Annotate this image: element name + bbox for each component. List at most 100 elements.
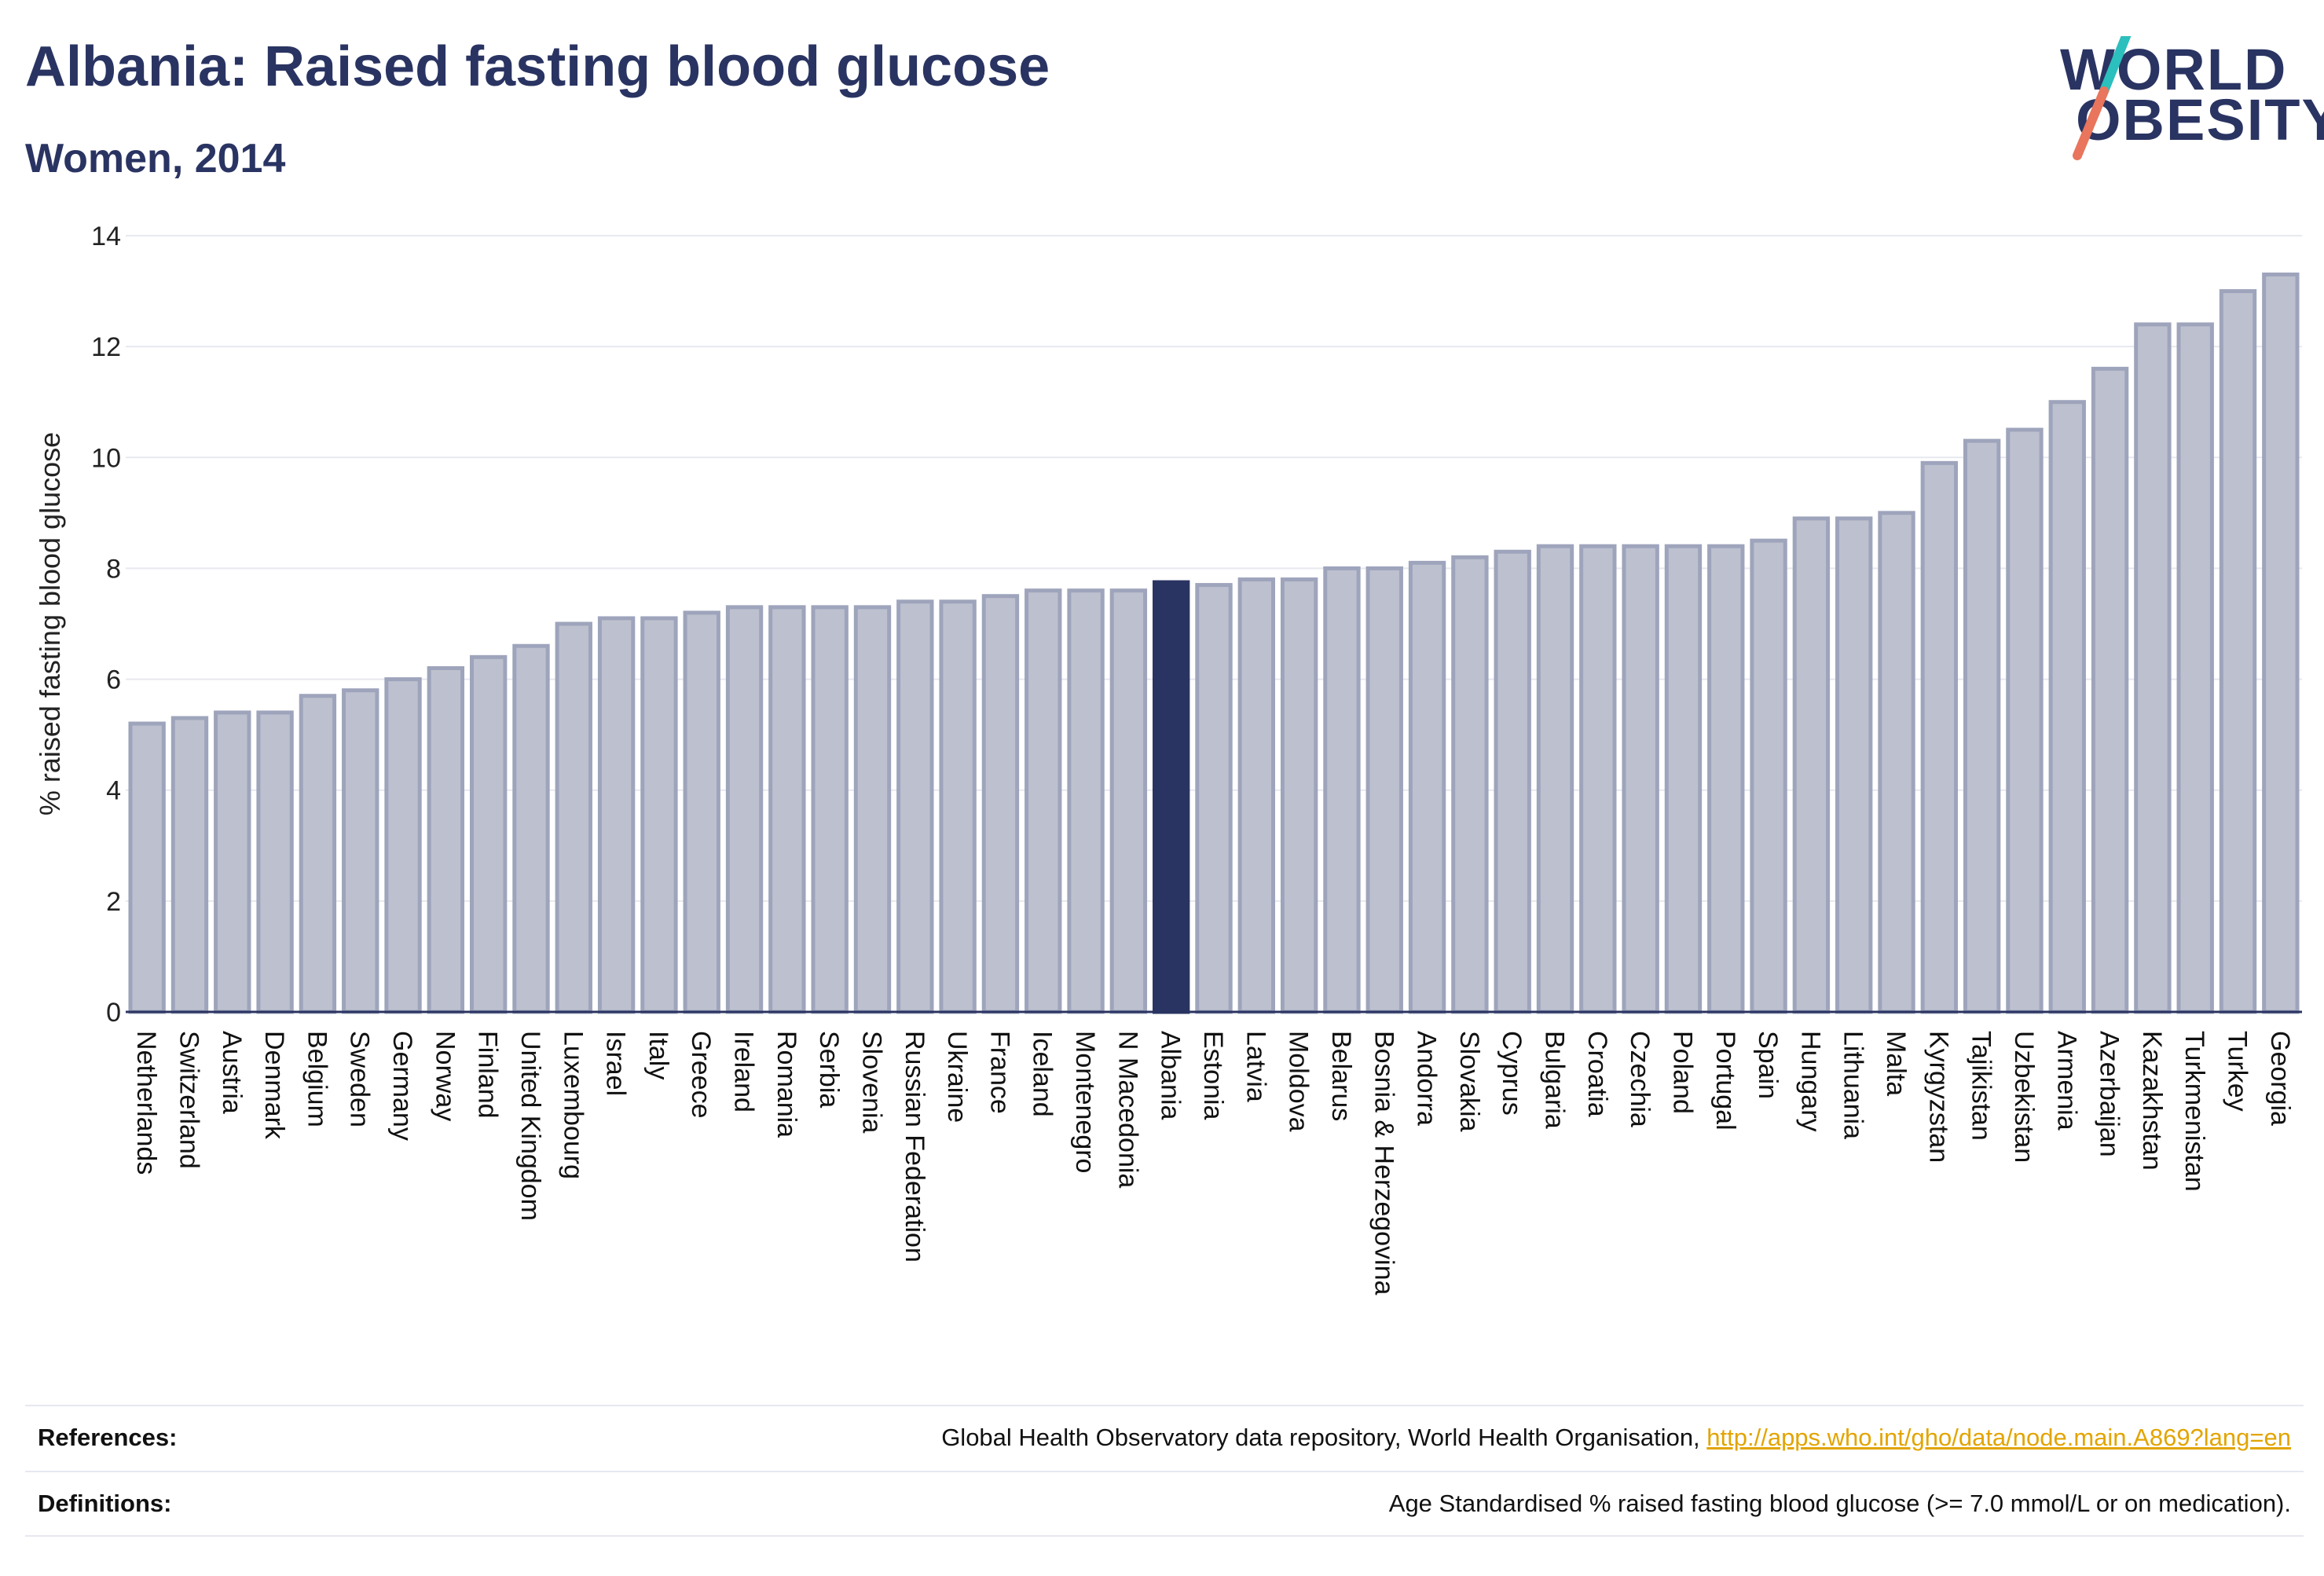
bar — [853, 605, 892, 1014]
bar — [469, 654, 508, 1014]
x-tick-label: Armenia — [2051, 1031, 2081, 1131]
y-tick-label: 14 — [91, 222, 121, 251]
x-tick-label: Austria — [217, 1031, 247, 1114]
bar — [640, 616, 678, 1014]
x-tick-label: Germany — [387, 1031, 417, 1141]
x-tick-label: Cyprus — [1497, 1031, 1527, 1116]
x-tick-label: Switzerland — [174, 1031, 203, 1169]
bar — [2091, 366, 2129, 1014]
references-value: Global Health Observatory data repositor… — [941, 1424, 2291, 1452]
bar — [1792, 516, 1831, 1014]
x-tick-label: Croatia — [1582, 1031, 1612, 1117]
bar — [2176, 322, 2214, 1014]
bar — [1109, 588, 1148, 1014]
references-label: References: — [38, 1424, 178, 1451]
bar — [1494, 549, 1531, 1014]
x-tick-label: Belgium — [302, 1031, 332, 1127]
x-tick-label: Poland — [1667, 1031, 1697, 1114]
bar-chart: 0 2 4 6 8 10 12 14 % raised fasting blood glucos… — [34, 222, 2302, 1296]
x-tick-label: Israel — [601, 1031, 631, 1096]
bar — [427, 665, 465, 1014]
references-link[interactable]: http://apps.who.int/gho/data/node.main.A… — [1706, 1424, 2291, 1451]
bar — [512, 643, 550, 1014]
x-tick-label: Slovakia — [1454, 1031, 1484, 1132]
y-tick-label: 0 — [106, 998, 121, 1028]
x-tick-label: Albania — [1156, 1031, 1186, 1120]
x-tick-label: Iceland — [1028, 1031, 1058, 1117]
bar — [939, 599, 977, 1014]
x-tick-label: Czechia — [1625, 1031, 1655, 1127]
y-axis-label: % raised fasting blood glucose — [34, 432, 66, 815]
x-tick-label: Belarus — [1326, 1031, 1356, 1121]
bar — [896, 599, 934, 1014]
bar — [1153, 580, 1190, 1014]
chart-title: Albania: Raised fasting blood glucose — [25, 35, 1050, 98]
bar — [725, 605, 764, 1014]
x-tick-label: Netherlands — [131, 1031, 161, 1175]
bar — [342, 688, 379, 1014]
y-tick-label: 2 — [106, 887, 121, 917]
y-tick-label: 6 — [106, 665, 121, 695]
bar — [128, 721, 166, 1014]
bar — [1622, 544, 1659, 1014]
x-tick-label: France — [984, 1031, 1014, 1114]
x-tick-label: Sweden — [345, 1031, 375, 1127]
x-tick-label: United Kingdom — [515, 1031, 545, 1221]
y-tick-label: 12 — [91, 332, 121, 362]
x-tick-label: Bulgaria — [1540, 1031, 1570, 1129]
x-tick-label: Andorra — [1412, 1031, 1442, 1126]
bar — [1025, 588, 1062, 1014]
x-tick-label: Uzbekistan — [2009, 1031, 2039, 1163]
x-tick-label: Latvia — [1241, 1031, 1270, 1102]
x-tick-label: Malta — [1881, 1031, 1911, 1096]
x-tick-label: Azerbaijan — [2095, 1031, 2124, 1157]
bar — [1750, 538, 1787, 1014]
bar — [1195, 583, 1233, 1014]
definitions-row: Definitions: Age Standardised % raised f… — [25, 1471, 2304, 1538]
x-tick-label: Russian Federation — [900, 1031, 929, 1263]
bar — [1237, 577, 1275, 1014]
x-tick-label: Hungary — [1795, 1031, 1825, 1132]
x-tick-label: Slovenia — [856, 1031, 886, 1134]
definitions-label: Definitions: — [38, 1490, 172, 1517]
bar — [1365, 566, 1403, 1014]
y-tick-label: 8 — [106, 554, 121, 584]
bar — [1579, 544, 1617, 1014]
x-tick-label: Romania — [772, 1031, 801, 1138]
x-tick-label: Moldova — [1284, 1031, 1314, 1132]
logo-slash-icon — [2073, 36, 2132, 160]
bar — [683, 610, 720, 1014]
definitions-value: Age Standardised % raised fasting blood … — [1388, 1490, 2291, 1517]
bar — [1835, 516, 1873, 1014]
bar — [981, 594, 1020, 1014]
x-tick-label: Luxembourg — [558, 1031, 588, 1179]
x-tick-label: Tajikistan — [1967, 1031, 1996, 1141]
references-text: Global Health Observatory data repositor… — [941, 1424, 1707, 1451]
x-tick-label: Ukraine — [942, 1031, 972, 1123]
bar — [1536, 544, 1574, 1014]
bar — [2048, 400, 2086, 1014]
bar — [1878, 511, 1915, 1014]
y-tick-label: 10 — [91, 443, 121, 473]
bar — [1323, 566, 1361, 1014]
bar — [811, 605, 849, 1014]
bar — [555, 621, 592, 1014]
y-tick-label: 4 — [106, 776, 121, 806]
logo-text-line2: OBESITY — [2076, 87, 2324, 152]
bar — [768, 605, 806, 1014]
bar — [2262, 272, 2300, 1014]
x-tick-label: Georgia — [2265, 1031, 2295, 1126]
x-tick-label: Ireland — [729, 1031, 759, 1112]
bar — [1664, 544, 1703, 1014]
x-tick-label: Turkey — [2223, 1031, 2253, 1112]
footer-divider — [25, 1535, 2304, 1537]
x-tick-label: Serbia — [814, 1031, 844, 1108]
logo-text-line1: WORLD — [2060, 37, 2288, 102]
bar — [2219, 289, 2257, 1014]
references-row: References: Global Health Observatory da… — [25, 1405, 2304, 1472]
bar — [256, 710, 294, 1014]
bar — [1280, 577, 1318, 1014]
x-tick-label: Denmark — [259, 1031, 289, 1140]
x-tick-label: Italy — [643, 1031, 673, 1079]
x-tick-label: N Macedonia — [1113, 1031, 1142, 1188]
